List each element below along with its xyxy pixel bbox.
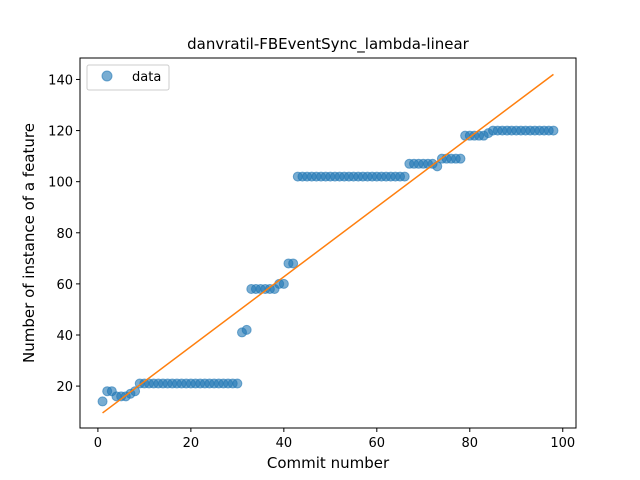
data-point [232,378,243,389]
linear-fit-line [102,73,554,414]
x-tick-label: 40 [276,436,293,451]
y-tick-label: 60 [56,278,73,293]
data-point [241,324,252,335]
series-layer [97,73,559,414]
x-tick-label: 100 [550,436,575,451]
y-tick-label: 20 [56,380,73,395]
chart-title: danvratil-FBEventSync_lambda-linear [187,35,470,54]
x-tick-label: 0 [94,436,102,451]
axes-frame [79,57,577,429]
x-tick-label: 60 [369,436,386,451]
y-tick-label: 120 [48,125,73,140]
data-point [288,258,299,269]
plot-area [79,57,577,429]
y-tick-label: 80 [56,227,73,242]
data-point [399,171,410,182]
legend-marker-data [101,70,113,82]
x-tick-label: 20 [183,436,200,451]
y-tick-label: 140 [48,73,73,88]
x-axis-label: Commit number [267,454,390,472]
y-tick-label: 40 [56,329,73,344]
data-point [97,396,108,407]
legend: data [86,64,170,91]
data-point [548,125,559,136]
x-axis: 0 20 40 60 80 100 [94,428,575,451]
legend-label-data: data [132,70,161,85]
y-tick-label: 100 [48,176,73,191]
y-axis: 20 40 60 80 100 120 140 [48,73,80,395]
data-point [278,278,289,289]
x-tick-label: 80 [462,436,479,451]
y-axis-label: Number of instance of a feature [20,123,38,363]
data-point [455,153,466,164]
